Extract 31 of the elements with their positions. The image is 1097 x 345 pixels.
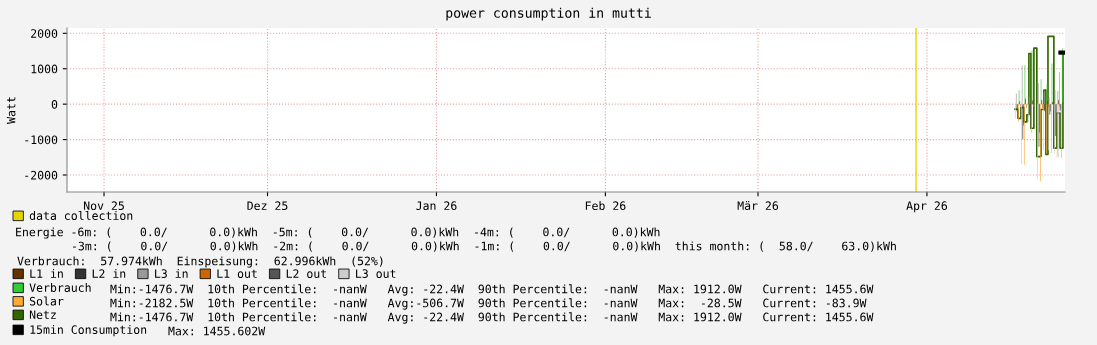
text: Max: 1455.602W bbox=[168, 326, 266, 336]
text: Min:-2182.5W 10th Percentile: -nanW Avg:-506.7W 90th Percentile: -nanW Max: -28.5W Current: -83.9W bbox=[110, 298, 867, 310]
x-tick-label: Apr 26 bbox=[906, 201, 948, 213]
y-tick-label: -1000 bbox=[25, 135, 58, 145]
chart-title: power consumption in mutti bbox=[446, 7, 651, 21]
text: Min:-1476.7W 10th Percentile: -nanW Avg: -22.4W 90th Percentile: -nanW Max: 1912.0W Current: 1455.6W bbox=[110, 284, 874, 296]
x-tick-label: Jan 26 bbox=[416, 201, 457, 211]
legend-label: 15min Consumption bbox=[30, 325, 147, 337]
y-tick-label: 2000 bbox=[31, 29, 58, 38]
legend-label: Solar bbox=[29, 296, 64, 306]
x-tick-label: Feb 26 bbox=[585, 201, 626, 211]
legend-label: L2 in bbox=[92, 269, 126, 278]
y-axis-title: Watt bbox=[6, 97, 16, 124]
legend-label: Netz bbox=[29, 310, 56, 320]
legend-label: L3 in bbox=[155, 269, 188, 278]
x-tick-label: Nov 25 bbox=[83, 201, 124, 211]
legend-label: L1 out bbox=[217, 269, 257, 278]
text: Verbrauch: 57.974kWh Einspeisung: 62.996kWh (52%) bbox=[17, 256, 383, 268]
x-tick-label: Dez 25 bbox=[247, 201, 288, 211]
y-tick-label: 1000 bbox=[31, 64, 58, 74]
legend-label: L2 out bbox=[286, 269, 327, 278]
legend-label: L1 in bbox=[30, 269, 63, 278]
y-tick-label: 0 bbox=[51, 100, 58, 109]
text: Min:-1476.7W 10th Percentile: -nanW Avg: -22.4W 90th Percentile: -nanW Max: 1912.0W Current: 1455.6W bbox=[110, 312, 874, 324]
y-tick-label: -2000 bbox=[25, 170, 58, 180]
x-tick-label: Mär 26 bbox=[737, 201, 779, 211]
text: -3m: ( 0.0/ 0.0)kWh -2m: ( 0.0/ 0.0)kWh -1m: ( 0.0/ 0.0)kWh this month: ( 58.0/ 63.0)kWh bbox=[73, 241, 896, 252]
legend-label: Verbrauch bbox=[29, 283, 91, 292]
legend-label: data collection bbox=[29, 211, 133, 220]
legend-label: L3 out bbox=[356, 269, 396, 278]
text: Energie -6m: ( 0.0/ 0.0)kWh -5m: ( 0.0/ 0.0)kWh -4m: ( 0.0/ 0.0)kWh bbox=[16, 227, 660, 239]
